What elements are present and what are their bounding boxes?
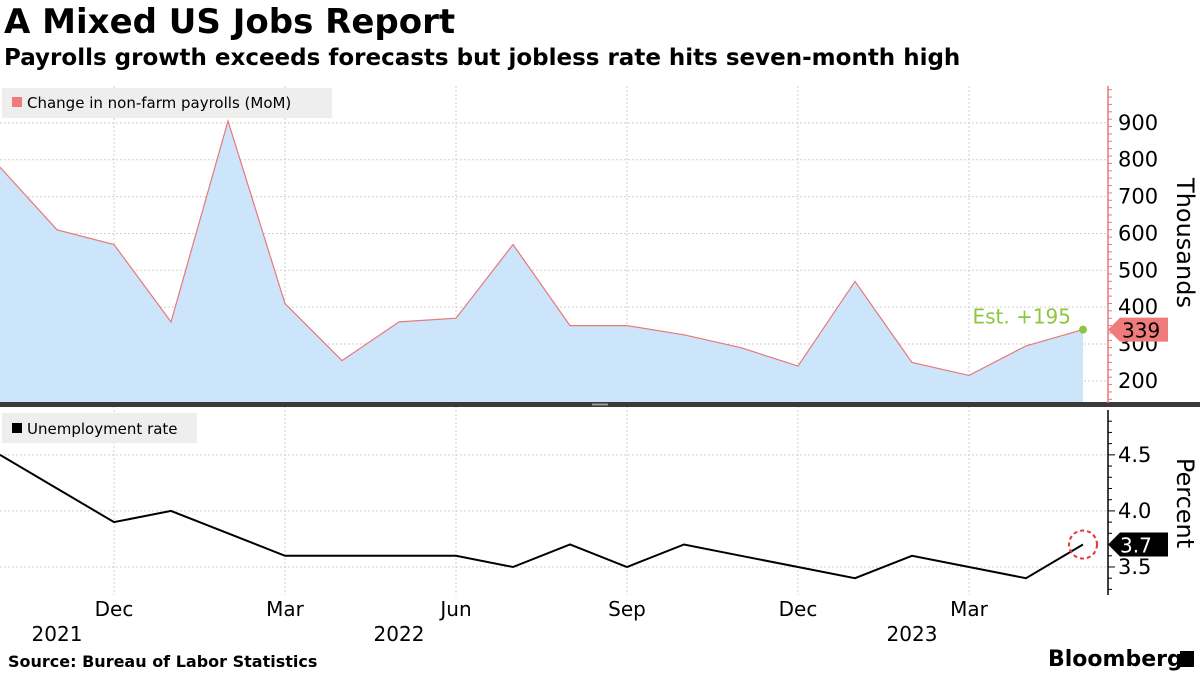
y-tick-label-top: 900: [1118, 111, 1158, 135]
y-tick-label-top: 400: [1118, 295, 1158, 319]
y-tick-label-top: 500: [1118, 258, 1158, 282]
unemployment-last-value-box: [1108, 532, 1168, 557]
y-tick-label-bottom: 4.0: [1118, 499, 1151, 523]
x-year-label: 2023: [887, 622, 938, 646]
legend-box-top: [2, 88, 332, 118]
x-tick-label: Dec: [779, 597, 818, 621]
y-tick-label-top: 800: [1118, 148, 1158, 172]
x-tick-label: Sep: [608, 597, 646, 621]
x-tick-label: Mar: [266, 597, 305, 621]
source-note: Source: Bureau of Labor Statistics: [8, 652, 318, 671]
unemployment-last-value: 3.7: [1120, 534, 1152, 558]
estimate-label: Est. +195: [972, 305, 1071, 329]
x-year-label: 2021: [32, 622, 83, 646]
y-axis-unit-bottom: Percent: [1171, 458, 1199, 548]
brand-logo: Bloomberg: [1048, 647, 1183, 672]
axes-layer: [0, 86, 1200, 595]
latest-highlight-circle: [1068, 529, 1098, 560]
legend-box-bottom: [2, 413, 197, 443]
payrolls-last-value-box: [1108, 317, 1168, 342]
y-axis-unit-top: Thousands: [1171, 177, 1199, 308]
legend-label-unemployment: Unemployment rate: [27, 420, 178, 438]
estimate-marker: [1079, 325, 1087, 334]
payrolls-area: [0, 121, 1083, 403]
x-tick-label: Mar: [950, 597, 989, 621]
payrolls-panel: [0, 118, 1087, 403]
payrolls-line: [0, 118, 1084, 377]
legend-swatch-payrolls: [12, 97, 22, 107]
y-tick-label-top: 200: [1118, 369, 1158, 393]
divider-handle: [592, 403, 608, 406]
chart-title: A Mixed US Jobs Report: [4, 2, 456, 42]
chart-subtitle: Payrolls growth exceeds forecasts but jo…: [4, 45, 961, 71]
x-tick-label: Jun: [438, 597, 471, 621]
y-tick-label-top: 600: [1118, 221, 1158, 245]
unemployment-panel: [0, 453, 1098, 580]
brand-logo-mark: [1180, 651, 1194, 667]
unemployment-line: [0, 453, 1084, 580]
labels-layer: Est. +1952003004005006007008009003.54.04…: [2, 88, 1199, 646]
x-year-label: 2022: [374, 622, 425, 646]
payrolls-last-value: 339: [1122, 319, 1160, 343]
x-tick-label: Dec: [95, 597, 134, 621]
y-tick-label-bottom: 3.5: [1118, 555, 1151, 579]
legend-swatch-unemployment: [12, 423, 22, 433]
legend-label-payrolls: Change in non-farm payrolls (MoM): [27, 94, 291, 112]
y-tick-label-bottom: 4.5: [1118, 443, 1151, 467]
y-tick-label-top: 700: [1118, 185, 1158, 209]
